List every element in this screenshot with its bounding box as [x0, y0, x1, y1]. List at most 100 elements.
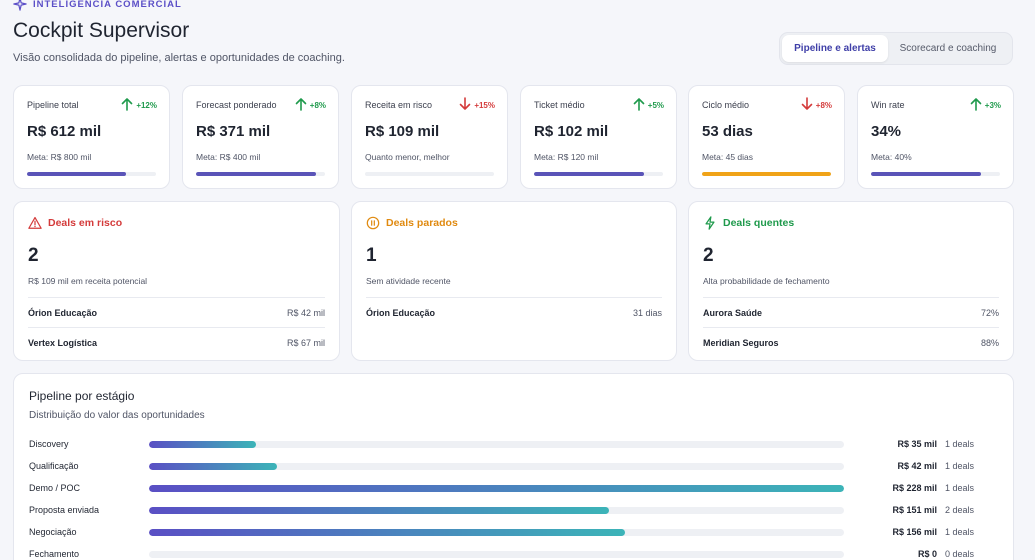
alert-row[interactable]: Meridian Seguros 88% — [703, 327, 999, 357]
alert-row-name: Meridian Seguros — [703, 337, 779, 348]
alert-count: 2 — [703, 245, 714, 266]
kpi-value: 53 dias — [702, 123, 753, 140]
kpi-trend-value: +8% — [815, 100, 832, 110]
stage-row: Discovery R$ 35 mil 1 deals — [29, 436, 1004, 452]
kpi-value: R$ 371 mil — [196, 123, 271, 140]
kpi-trend-value: +3% — [984, 100, 1001, 110]
pipeline-subtitle: Distribuição do valor das oportunidades — [29, 410, 205, 421]
kpi-card: Win rate +3% 34% Meta: 40% — [857, 85, 1014, 189]
kpi-progress-bar — [534, 172, 663, 176]
arrow-up-icon — [120, 96, 134, 114]
alert-row-value: 31 dias — [632, 307, 662, 318]
kpi-meta: Meta: R$ 800 mil — [27, 152, 92, 162]
stage-value: R$ 0 — [917, 549, 937, 559]
eyebrow-label: INTELIGÊNCIA COMERCIAL — [33, 0, 182, 10]
stage-bar-fill — [149, 440, 256, 448]
kpi-trend-value: +12% — [136, 100, 157, 110]
stage-deals: 2 deals — [945, 505, 975, 515]
alert-card: Deals quentes 2 Alta probabilidade de fech… — [688, 201, 1014, 361]
alert-title: Deals parados — [366, 216, 458, 230]
kpi-label: Receita em risco — [365, 100, 433, 110]
kpi-progress-fill — [27, 172, 127, 176]
arrow-up-icon — [294, 96, 308, 114]
alert-row-value: 72% — [980, 307, 999, 318]
alert-list: Órion Educação R$ 42 mil Vertex Logística R… — [28, 297, 325, 357]
stage-value: R$ 151 mil — [892, 505, 937, 515]
alert-title: Deals quentes — [703, 216, 794, 230]
alert-title-label: Deals quentes — [723, 217, 795, 229]
stage-bar-track — [149, 528, 844, 536]
arrow-up-icon — [969, 96, 983, 114]
kpi-label: Ciclo médio — [702, 100, 750, 110]
kpi-trend: +15% — [458, 96, 495, 114]
kpi-progress-fill — [534, 172, 644, 176]
stage-value: R$ 228 mil — [892, 483, 937, 493]
stage-bar-fill — [149, 484, 844, 492]
alert-count: 2 — [28, 245, 39, 266]
sparkle-icon — [13, 0, 27, 11]
kpi-progress-fill — [196, 172, 316, 176]
kpi-meta: Meta: 45 dias — [702, 152, 754, 162]
alert-row[interactable]: Vertex Logística R$ 67 mil — [28, 327, 325, 357]
stage-row: Proposta enviada R$ 151 mil 2 deals — [29, 502, 1004, 518]
kpi-label: Forecast ponderado — [196, 100, 277, 110]
page-subtitle: Visão consolidada do pipeline, alertas e… — [13, 52, 345, 64]
stage-bar-track — [149, 550, 844, 558]
kpi-trend: +3% — [969, 96, 1001, 114]
alert-card: Deals parados 1 Sem atividade recente Órion… — [351, 201, 677, 361]
tab-pipeline-alertas[interactable]: Pipeline e alertas — [782, 35, 888, 62]
kpi-progress-bar — [365, 172, 494, 176]
stage-row: Demo / POC R$ 228 mil 1 deals — [29, 480, 1004, 496]
kpi-trend-value: +8% — [309, 100, 326, 110]
alert-card: Deals em risco 2 R$ 109 mil em receita pot… — [13, 201, 340, 361]
kpi-progress-bar — [196, 172, 325, 176]
alert-row-value: 88% — [980, 337, 999, 348]
kpi-trend-value: +15% — [474, 100, 495, 110]
alert-row-value: R$ 42 mil — [286, 307, 325, 318]
kpi-card: Ciclo médio +8% 53 dias Meta: 45 dias — [688, 85, 845, 189]
kpi-value: R$ 109 mil — [365, 123, 440, 140]
pause-circle-icon — [366, 216, 380, 230]
kpi-progress-fill — [871, 172, 981, 176]
stage-bar-track — [149, 506, 844, 514]
kpi-trend-value: +5% — [647, 100, 664, 110]
stage-bar-fill — [149, 528, 625, 536]
kpi-card: Pipeline total +12% R$ 612 mil Meta: R$ 800… — [13, 85, 170, 189]
page-title: Cockpit Supervisor — [13, 19, 190, 42]
arrow-up-icon — [632, 96, 646, 114]
kpi-meta: Quanto menor, melhor — [365, 152, 450, 162]
alert-row[interactable]: Órion Educação R$ 42 mil — [28, 297, 325, 327]
stage-name: Demo / POC — [29, 483, 81, 493]
stage-row: Negociação R$ 156 mil 1 deals — [29, 524, 1004, 540]
alert-row[interactable]: Órion Educação 31 dias — [366, 297, 662, 327]
pipeline-title: Pipeline por estágio — [29, 389, 135, 403]
alert-description: R$ 109 mil em receita potencial — [28, 276, 148, 286]
arrow-down-icon — [800, 96, 814, 114]
alert-row-name: Vertex Logística — [28, 337, 98, 348]
alert-list: Órion Educação 31 dias — [366, 297, 662, 327]
stage-row: Qualificação R$ 42 mil 1 deals — [29, 458, 1004, 474]
kpi-meta: Meta: 40% — [871, 152, 912, 162]
tab-scorecard-coaching[interactable]: Scorecard e coaching — [899, 43, 997, 54]
kpi-label: Win rate — [871, 100, 905, 110]
stage-bar-track — [149, 484, 844, 492]
kpi-meta: Meta: R$ 120 mil — [534, 152, 599, 162]
eyebrow: INTELIGÊNCIA COMERCIAL — [13, 0, 182, 11]
stage-name: Discovery — [29, 439, 69, 449]
kpi-card: Ticket médio +5% R$ 102 mil Meta: R$ 120 mi… — [520, 85, 677, 189]
kpi-progress-bar — [871, 172, 1000, 176]
alert-row[interactable]: Aurora Saúde 72% — [703, 297, 999, 327]
stage-bar-fill — [149, 506, 610, 514]
stage-row: Fechamento R$ 0 0 deals — [29, 546, 1004, 560]
alert-list: Aurora Saúde 72% Meridian Seguros 88% — [703, 297, 999, 357]
stage-name: Fechamento — [29, 549, 80, 559]
stage-deals: 1 deals — [945, 483, 975, 493]
stage-name: Negociação — [29, 527, 77, 537]
kpi-label: Pipeline total — [27, 100, 79, 110]
kpi-value: R$ 102 mil — [534, 123, 609, 140]
alert-row-name: Órion Educação — [366, 307, 436, 318]
alert-description: Alta probabilidade de fechamento — [703, 276, 830, 286]
alert-row-name: Aurora Saúde — [703, 307, 763, 318]
pipeline-card: Pipeline por estágio Distribuição do val… — [13, 373, 1014, 560]
alert-count: 1 — [366, 245, 377, 266]
